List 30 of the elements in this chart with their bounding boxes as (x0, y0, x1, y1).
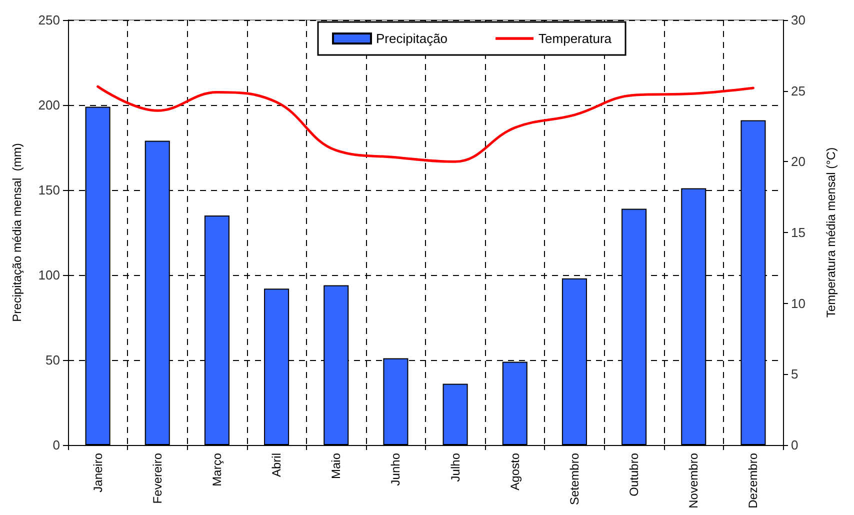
x-tick-label: Agosto (508, 452, 522, 490)
y2-tick-label: 15 (791, 225, 806, 240)
x-tick-label: Março (210, 452, 224, 486)
x-tick-label: Novembro (686, 452, 701, 508)
x-tick-label: Junho (388, 452, 403, 486)
x-tick-label: Setembro (567, 452, 582, 506)
x-tick-label: Outubro (627, 452, 642, 496)
y2-tick-label: 0 (791, 438, 798, 452)
line-series (96, 85, 754, 163)
x-tick-label: Fevereiro (150, 452, 164, 504)
y-tick-label: 50 (46, 352, 60, 368)
legend-label: Precipitação (376, 31, 448, 46)
y-axis-title: Precipitação média mensal (mm) (10, 143, 24, 322)
x-tick-label: Abril (270, 453, 284, 478)
y2-tick-label: 25 (791, 83, 806, 98)
y2-tick-label: 10 (791, 296, 806, 311)
y2-tick-label: 30 (791, 12, 806, 28)
x-tick-label: Janeiro (90, 452, 105, 492)
legend-label: Temperatura (538, 31, 612, 46)
y-tick-label: 200 (38, 98, 60, 112)
y-tick-label: 100 (38, 268, 60, 282)
x-tick-label: Dezembro (746, 452, 760, 508)
y2-axis-title: Temperatura média mensal (°C) (824, 147, 838, 318)
y2-tick-label: 20 (791, 154, 806, 170)
y2-tick-label: 5 (791, 366, 798, 382)
y-tick-label: 0 (52, 438, 60, 452)
y-tick-label: 150 (38, 182, 60, 198)
x-tick-label: Maio (329, 452, 344, 480)
x-tick-label: Julho (448, 452, 462, 482)
y-tick-label: 250 (38, 12, 60, 28)
